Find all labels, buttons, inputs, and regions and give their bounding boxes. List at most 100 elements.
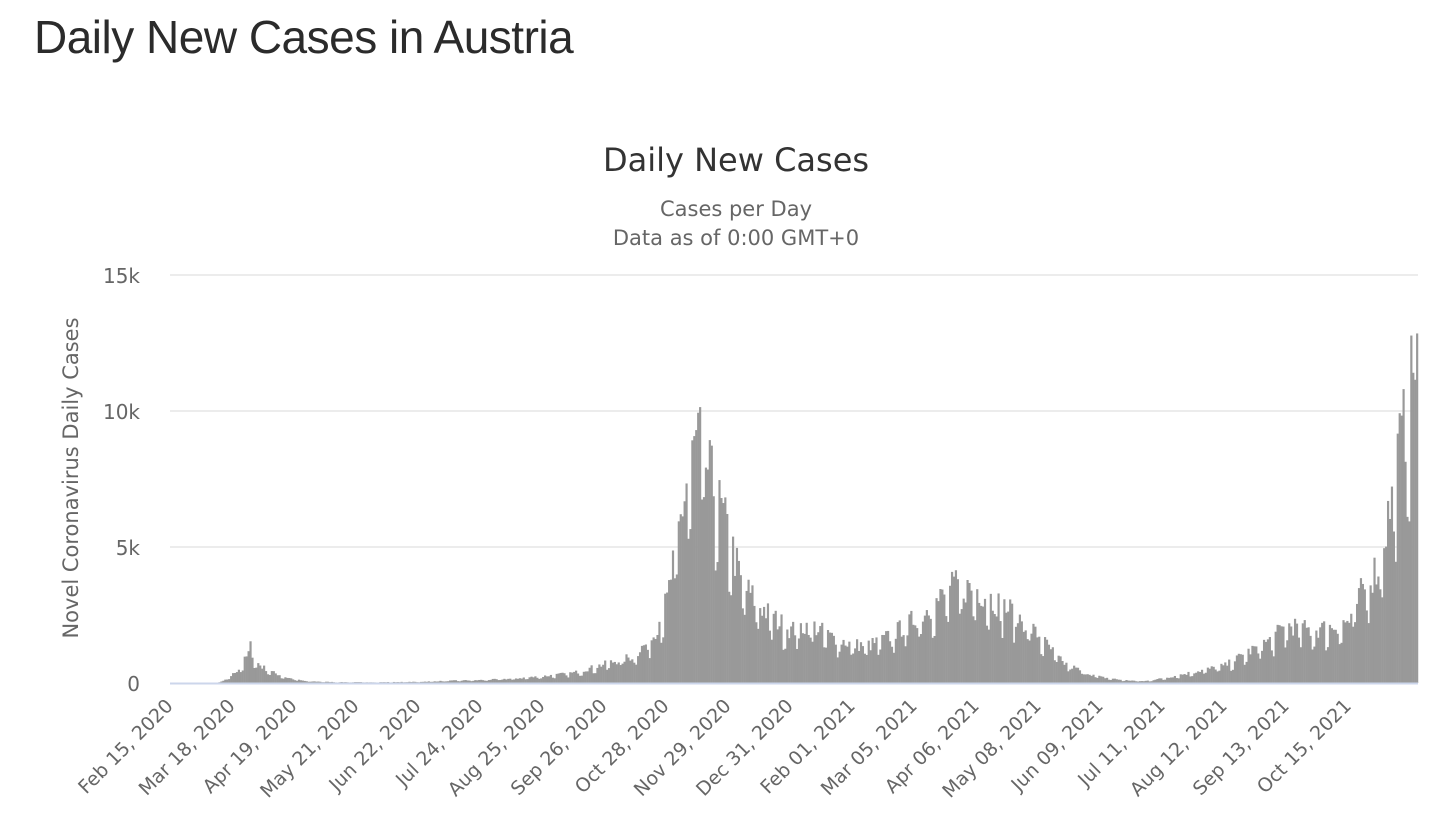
bar — [220, 681, 223, 683]
bar — [439, 680, 442, 683]
bar — [838, 651, 841, 683]
bar — [1321, 622, 1324, 683]
bar — [993, 614, 996, 683]
bar — [1270, 650, 1273, 683]
bar — [1262, 639, 1266, 683]
bar — [449, 680, 452, 683]
bar — [1076, 667, 1080, 683]
bar — [233, 672, 237, 683]
bar — [834, 644, 837, 683]
bar — [652, 637, 655, 683]
bar — [1144, 680, 1147, 683]
bar — [613, 661, 616, 683]
bar — [1189, 676, 1192, 683]
bar — [317, 681, 320, 683]
bar — [243, 656, 246, 683]
bar — [919, 634, 923, 683]
bar — [575, 670, 578, 683]
bar — [1028, 640, 1031, 683]
bar — [863, 653, 866, 683]
bar — [1200, 669, 1204, 683]
bar — [803, 633, 806, 683]
bar — [642, 645, 646, 683]
bar — [1259, 658, 1262, 683]
bar — [1363, 589, 1366, 683]
bar — [1255, 646, 1258, 683]
bar — [964, 602, 967, 683]
bar — [412, 681, 415, 683]
bar — [241, 670, 244, 683]
bar — [1018, 614, 1021, 683]
bar — [483, 680, 487, 683]
bar — [753, 605, 756, 683]
bar — [887, 630, 890, 683]
bar — [743, 614, 746, 683]
bar — [764, 618, 768, 683]
bar — [1011, 603, 1014, 683]
bar — [1160, 678, 1163, 683]
bar — [1354, 622, 1357, 683]
y-tick-label: 15k — [103, 264, 140, 288]
bar — [431, 681, 434, 683]
bar — [857, 650, 861, 683]
bar — [1185, 674, 1188, 683]
bar — [1222, 665, 1225, 683]
bar — [598, 664, 601, 683]
bar — [943, 594, 946, 683]
bar — [1224, 662, 1227, 683]
bar — [875, 637, 878, 683]
bar — [563, 673, 566, 683]
bar — [745, 590, 748, 683]
bar — [569, 672, 572, 683]
bar — [1338, 644, 1341, 683]
bar — [443, 681, 446, 683]
bar — [695, 430, 698, 683]
bar — [516, 678, 520, 683]
bar — [844, 645, 847, 683]
bar — [675, 574, 678, 683]
bar — [1243, 664, 1246, 683]
bar — [683, 501, 686, 683]
bar — [239, 672, 242, 683]
bar — [1092, 674, 1095, 683]
bar — [1071, 668, 1074, 683]
bar — [1119, 679, 1122, 683]
bar — [1383, 548, 1386, 683]
bar — [307, 681, 310, 683]
bar — [1034, 626, 1037, 683]
bar — [222, 680, 225, 683]
bar — [1400, 415, 1403, 683]
bar — [1249, 654, 1252, 683]
bar — [1324, 650, 1328, 683]
bar — [567, 677, 570, 683]
bar — [456, 681, 459, 683]
bar — [530, 676, 533, 683]
bar — [606, 669, 609, 683]
bar — [1051, 647, 1054, 683]
y-tick-label: 10k — [103, 400, 140, 424]
bar — [491, 678, 494, 683]
bar — [1142, 681, 1146, 683]
bar — [1373, 557, 1376, 683]
bar — [1053, 660, 1056, 683]
bar — [914, 625, 917, 683]
bar — [987, 629, 990, 683]
bar — [1276, 624, 1279, 683]
bar — [1359, 578, 1363, 683]
bar — [330, 681, 334, 683]
bar — [1394, 561, 1397, 683]
bar — [545, 676, 549, 683]
bar — [978, 602, 981, 683]
bar — [735, 547, 739, 683]
bar — [898, 620, 901, 683]
bar — [1169, 677, 1173, 683]
bar — [1148, 681, 1151, 683]
bar — [772, 613, 775, 683]
bar — [668, 580, 671, 683]
bar — [902, 635, 905, 683]
bar — [1293, 618, 1297, 683]
bar — [611, 662, 615, 683]
bar — [290, 678, 293, 683]
